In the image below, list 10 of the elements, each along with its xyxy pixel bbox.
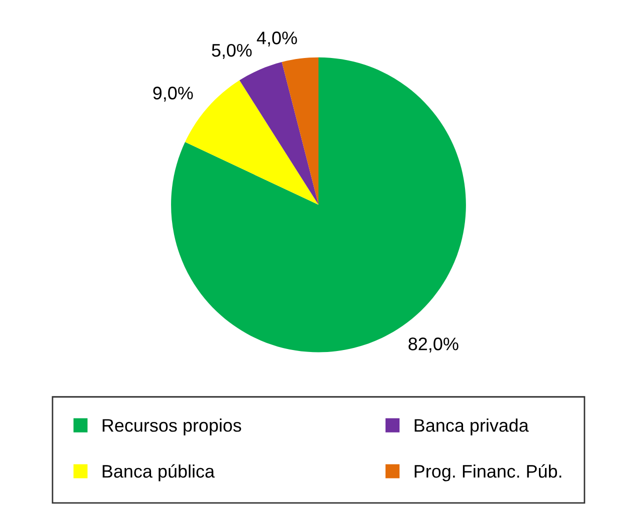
data-label: 4,0% xyxy=(256,32,297,46)
legend-label: Recursos propios xyxy=(102,418,242,436)
data-label: 82,0% xyxy=(408,338,458,352)
legend-label: Banca pública xyxy=(102,464,215,482)
data-label: 9,0% xyxy=(153,86,193,102)
pie-slice xyxy=(282,57,318,205)
legend-label: Banca privada xyxy=(414,418,529,436)
data-label: 5,0% xyxy=(212,44,252,59)
pie-slice xyxy=(239,62,318,205)
legend-label: Prog. Financ. Púb. xyxy=(414,464,562,482)
